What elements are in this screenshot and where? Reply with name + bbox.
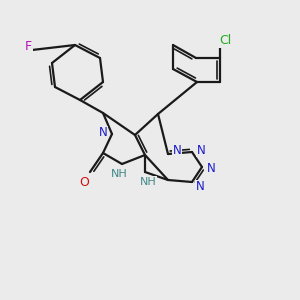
Text: N: N [196, 143, 206, 157]
Text: N: N [196, 181, 204, 194]
Text: N: N [99, 127, 107, 140]
Text: Cl: Cl [219, 34, 231, 46]
Text: NH: NH [111, 169, 128, 179]
Text: O: O [79, 176, 89, 188]
Text: NH: NH [140, 177, 156, 187]
Text: F: F [24, 40, 32, 52]
Text: N: N [207, 161, 215, 175]
Text: N: N [172, 143, 182, 157]
